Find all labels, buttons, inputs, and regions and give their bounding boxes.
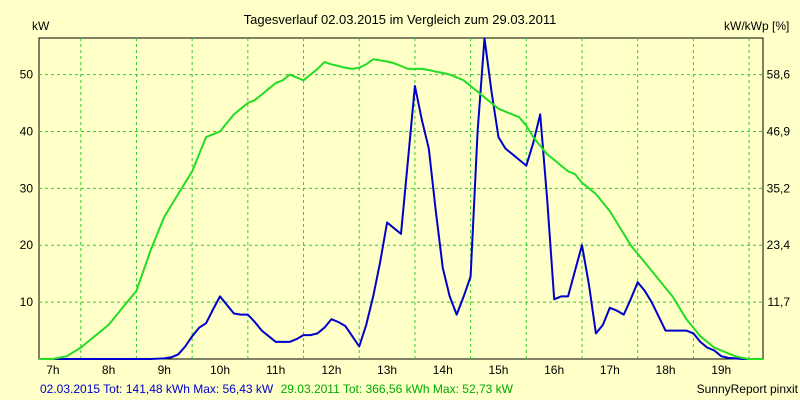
series-layer	[39, 37, 763, 360]
y-tick-label-left-10: 10	[20, 295, 34, 309]
y-tick-label-left-20: 20	[20, 238, 34, 252]
footer-summary: 02.03.2015 Tot: 141,48 kWh Max: 56,43 kW…	[40, 382, 514, 396]
x-tick-label-14h: 14h	[433, 363, 453, 377]
y-tick-label-right-35,2: 35,2	[767, 181, 791, 195]
y-tick-labels-right: 11,7 23,4 35,2 46,9 58,6	[767, 68, 791, 310]
footer-blue-series-stats: 02.03.2015 Tot: 141,48 kWh Max: 56,43 kW	[40, 382, 274, 396]
x-tick-label-10h: 10h	[210, 363, 230, 377]
y-tick-label-right-11,7: 11,7	[768, 295, 791, 309]
x-tick-label-18h: 18h	[656, 363, 676, 377]
x-tick-labels: 7h 8h 9h 10h 11h 12h 13h 14h 15h 16h 17h 18h 19h	[46, 363, 731, 377]
y-axis-label-right: kW/kWp [%]	[724, 19, 789, 33]
y-tick-label-left-30: 30	[20, 181, 34, 195]
x-tick-label-19h: 19h	[711, 363, 731, 377]
series-line-green	[39, 58, 763, 360]
y-tick-label-left-40: 40	[20, 124, 34, 138]
series-line-blue	[39, 37, 763, 360]
chart-title: Tagesverlauf 02.03.2015 im Vergleich zum…	[244, 12, 557, 27]
x-tick-label-16h: 16h	[544, 363, 564, 377]
footer-green-series-stats: 29.03.2011 Tot: 366,56 kWh Max: 52,73 kW	[281, 382, 514, 396]
y-tick-label-right-23,4: 23,4	[767, 238, 791, 252]
footer-brand: SunnyReport pinxit	[697, 382, 799, 396]
y-gridlines	[39, 74, 763, 303]
y-tick-labels-left: 10 20 30 40 50	[20, 68, 34, 310]
x-tick-label-8h: 8h	[102, 363, 115, 377]
x-tick-label-11h: 11h	[266, 363, 285, 377]
y-axis-label-left: kW	[32, 19, 50, 33]
plot-area	[38, 37, 764, 360]
x-tick-label-13h: 13h	[377, 363, 397, 377]
x-tick-label-15h: 15h	[488, 363, 508, 377]
x-tick-label-12h: 12h	[321, 363, 341, 377]
x-tick-label-9h: 9h	[158, 363, 171, 377]
y-tick-label-left-50: 50	[20, 68, 34, 82]
x-tick-label-7h: 7h	[46, 363, 59, 377]
x-tick-label-17h: 17h	[600, 363, 620, 377]
y-tick-label-right-46,9: 46,9	[767, 124, 791, 138]
y-tick-label-right-58,6: 58,6	[767, 68, 791, 82]
